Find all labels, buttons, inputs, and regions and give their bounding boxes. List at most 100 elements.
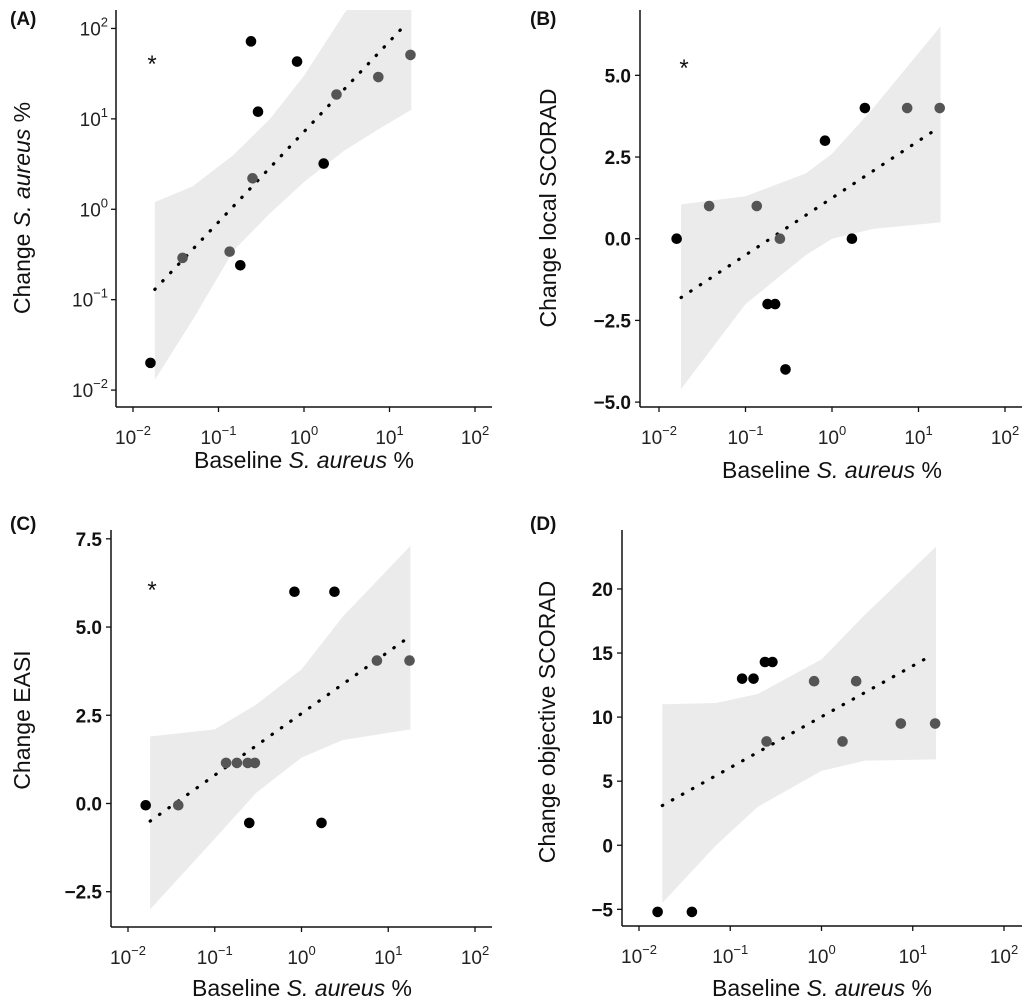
y-title-text: Change objective SCORAD: [534, 581, 560, 864]
data-point: [671, 233, 682, 245]
x-tick-label: 10−1: [197, 943, 233, 969]
trend-line: [679, 129, 936, 300]
y-axis-title: Change EASI: [9, 650, 35, 789]
data-point: [331, 89, 342, 100]
x-tick-label: 102: [991, 423, 1019, 449]
y-tick-label: 10−2: [72, 376, 108, 402]
tick-base: 10: [290, 428, 311, 449]
data-point: [235, 260, 246, 271]
y-tick-label: 2.5: [605, 148, 632, 169]
trend-line: [153, 21, 409, 291]
tick-base: 10: [375, 428, 396, 449]
data-point: [329, 586, 340, 598]
tick-exponent: 1: [925, 423, 932, 438]
y-tick-label: 7.5: [76, 530, 103, 551]
data-point: [895, 718, 907, 729]
tick-base: 10: [115, 428, 136, 449]
y-tick-label: −2.5: [593, 311, 631, 332]
data-point: [371, 655, 383, 666]
tick-exponent: −1: [218, 943, 233, 958]
tick-exponent: 2: [101, 14, 108, 29]
data-point: [780, 364, 791, 375]
data-point: [901, 102, 913, 114]
panel-label: (B): [530, 9, 556, 30]
confidence-band: [681, 26, 941, 390]
data-point: [748, 673, 759, 684]
data-point: [819, 135, 831, 146]
x-title-suffix: %: [385, 975, 412, 1001]
y-tick-label: −2.5: [64, 883, 102, 904]
data-point: [686, 906, 698, 918]
y-axis-title: Change objective SCORAD: [534, 581, 560, 864]
tick-exponent: 2: [1011, 942, 1018, 957]
x-tick-label: 10−2: [621, 942, 657, 968]
tick-exponent: −1: [749, 423, 764, 438]
data-point: [767, 656, 778, 668]
y-title-suffix: %: [9, 102, 35, 129]
data-point: [769, 298, 781, 310]
panel-a: 10−2 10−1 100 101 10210210110010−110−2Baseli…: [9, 9, 492, 473]
x-title-text: Baseline: [722, 457, 817, 483]
tick-base: 10: [201, 428, 222, 449]
data-point: [846, 233, 858, 245]
data-point: [405, 49, 416, 61]
y-tick-label: 5: [602, 772, 613, 793]
x-tick-label: 100: [287, 943, 315, 969]
y-tick-label: 0: [602, 836, 613, 857]
tick-exponent: 0: [101, 195, 108, 210]
x-axis-title: Baseline S. aureus %: [194, 447, 414, 473]
x-tick-label: 101: [375, 423, 403, 449]
tick-base: 10: [110, 948, 131, 969]
data-point: [249, 757, 261, 769]
tick-exponent: 2: [482, 943, 489, 958]
data-point: [859, 102, 871, 114]
x-tick-label: 102: [990, 942, 1018, 968]
y-title-text: Change EASI: [9, 650, 35, 789]
tick-exponent: 2: [482, 423, 489, 438]
y-tick-label: 10: [592, 708, 613, 729]
y-tick-label: 20: [592, 580, 613, 601]
x-tick-label: 101: [899, 942, 927, 968]
data-point: [373, 71, 384, 83]
y-tick-label: 15: [592, 644, 614, 665]
data-point: [934, 102, 946, 114]
y-axis-title: Change local SCORAD: [535, 88, 561, 327]
tick-base: 10: [72, 291, 93, 312]
panel-b: 10−2 10−1 100 101 1025.02.50.0−2.5−5.0Baseli…: [530, 9, 1022, 483]
y-tick-label: −5.0: [593, 393, 631, 414]
data-point: [177, 252, 188, 264]
x-tick-label: 101: [904, 423, 932, 449]
x-tick-label: 101: [374, 943, 402, 969]
y-title-italic: S. aureus: [9, 128, 35, 227]
data-point: [316, 817, 327, 829]
x-tick-label: 10−1: [712, 942, 748, 968]
x-title-italic: S. aureus: [289, 447, 388, 473]
tick-base: 10: [374, 948, 395, 969]
y-tick-label: 101: [80, 105, 108, 131]
x-axis-title: Baseline S. aureus %: [712, 975, 932, 1001]
tick-exponent: −2: [662, 423, 677, 438]
significance-asterisk: *: [147, 577, 156, 604]
panel-label: (C): [10, 514, 36, 535]
x-tick-label: 100: [818, 423, 846, 449]
y-title-text: Change: [9, 227, 35, 314]
x-tick-label: 10−2: [641, 423, 677, 449]
data-point: [652, 906, 663, 918]
tick-base: 10: [80, 19, 101, 40]
data-point: [247, 173, 258, 184]
y-tick-label: 0.0: [76, 794, 102, 815]
data-point: [245, 36, 257, 47]
data-point: [318, 158, 330, 169]
tick-exponent: −2: [642, 942, 657, 957]
panel-label: (A): [10, 9, 36, 30]
tick-exponent: 0: [839, 423, 846, 438]
tick-base: 10: [197, 948, 218, 969]
x-title-text: Baseline: [192, 975, 287, 1001]
y-tick-label: 102: [80, 14, 108, 40]
tick-exponent: −2: [93, 376, 108, 391]
tick-base: 10: [641, 428, 662, 449]
tick-base: 10: [287, 948, 308, 969]
tick-base: 10: [80, 110, 101, 131]
x-axis-title: Baseline S. aureus %: [192, 975, 412, 1001]
